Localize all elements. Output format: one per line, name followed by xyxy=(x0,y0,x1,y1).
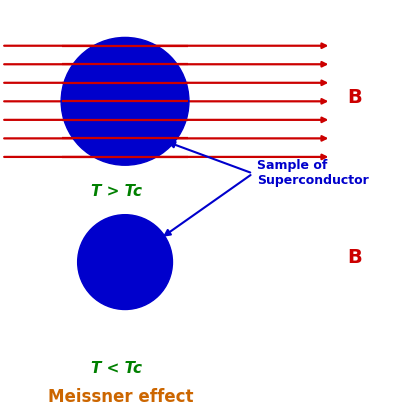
Text: B: B xyxy=(348,88,362,107)
Text: B: B xyxy=(348,249,362,267)
Text: T < Tc: T < Tc xyxy=(91,361,142,376)
Circle shape xyxy=(78,215,173,309)
Text: T > Tc: T > Tc xyxy=(91,184,142,199)
Circle shape xyxy=(61,38,189,165)
Text: Sample of
Superconductor: Sample of Superconductor xyxy=(257,159,369,188)
Text: Meissner effect: Meissner effect xyxy=(48,388,194,406)
